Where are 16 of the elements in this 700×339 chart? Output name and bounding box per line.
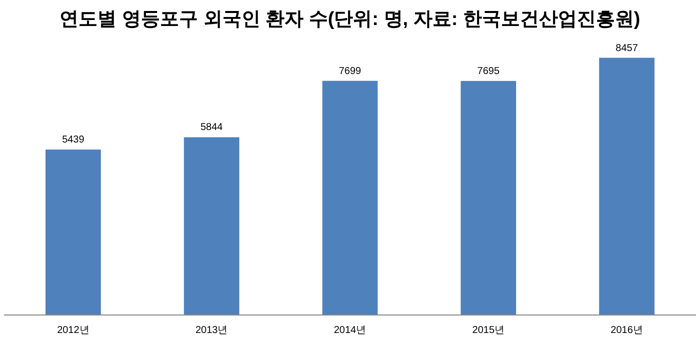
bar xyxy=(322,80,378,315)
chart-title: 연도별 영등포구 외국인 환자 수(단위: 명, 자료: 한국보건산업진흥원) xyxy=(60,9,640,30)
x-tick-label: 2013년 xyxy=(195,325,228,336)
x-tick-label: 2015년 xyxy=(472,325,505,336)
data-label: 5439 xyxy=(62,134,85,146)
x-tick-label: 2012년 xyxy=(57,325,90,336)
bar xyxy=(46,150,101,315)
data-label: 8457 xyxy=(616,42,638,54)
bar xyxy=(599,58,654,315)
x-tick-label: 2016년 xyxy=(610,325,643,336)
x-tick-label: 2014년 xyxy=(334,325,366,336)
bar xyxy=(184,137,240,315)
data-label: 7699 xyxy=(338,66,362,77)
bar xyxy=(460,80,516,315)
data-label: 5844 xyxy=(200,122,224,134)
data-label: 7695 xyxy=(477,66,500,77)
